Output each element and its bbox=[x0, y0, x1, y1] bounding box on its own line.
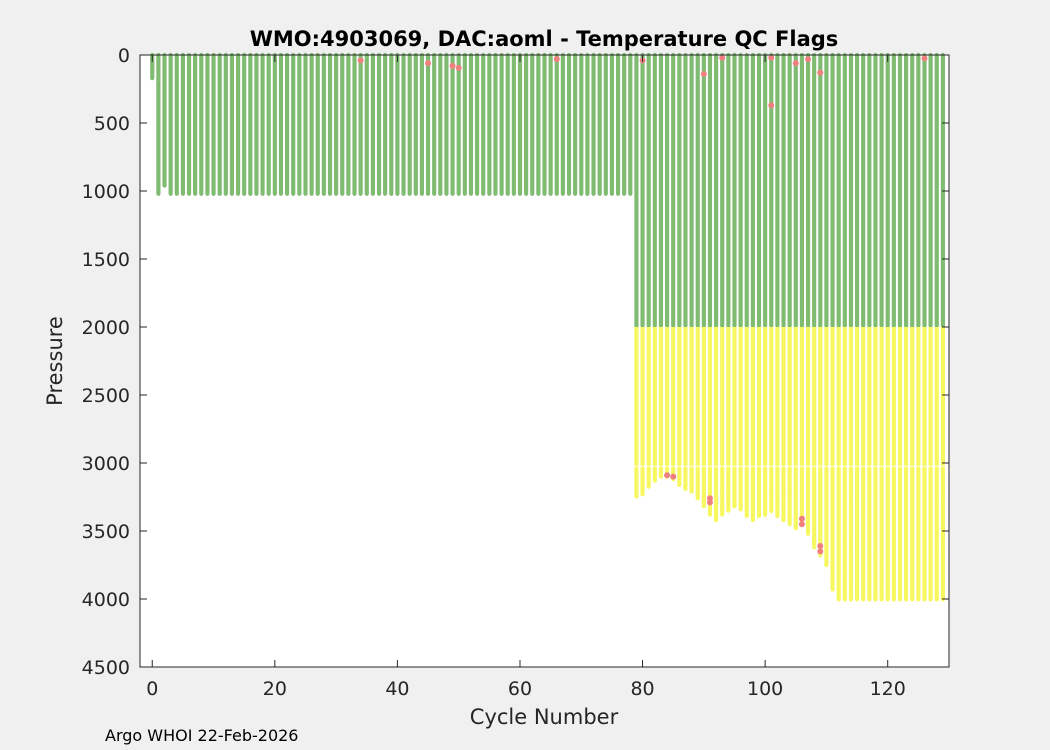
bad-flag-point-17 bbox=[706, 499, 713, 506]
x-tick-label-20: 20 bbox=[263, 678, 287, 700]
x-tick-label-0: 0 bbox=[146, 678, 158, 700]
bad-flag-point-6 bbox=[700, 71, 707, 78]
bad-flag-point-18 bbox=[798, 515, 805, 522]
y-tick-label-2500: 2500 bbox=[82, 385, 130, 407]
y-tick-label-4500: 4500 bbox=[82, 657, 130, 679]
y-tick-label-500: 500 bbox=[94, 113, 130, 135]
bad-flag-point-3 bbox=[455, 64, 462, 71]
footer-credit: Argo WHOI 22-Feb-2026 bbox=[105, 726, 298, 745]
bad-flag-point-4 bbox=[553, 56, 560, 63]
x-tick-label-100: 100 bbox=[747, 678, 783, 700]
axis-ticks: 0 20 40 60 80 100 120 0 500 1000 1500 2000 2500 3000 3… bbox=[82, 45, 949, 700]
bad-flag-point-20 bbox=[817, 542, 824, 549]
x-tick-label-120: 120 bbox=[870, 678, 906, 700]
bad-flag-point-21 bbox=[817, 548, 824, 555]
axes-frame bbox=[139, 54, 950, 668]
bad-flag-point-10 bbox=[792, 60, 799, 67]
y-axis-label: Pressure bbox=[43, 316, 67, 406]
bad-flag-point-13 bbox=[921, 55, 928, 62]
y-tick-label-3000: 3000 bbox=[82, 453, 130, 475]
bad-flag-point-15 bbox=[670, 473, 677, 480]
not-evaluated-flag-series bbox=[634, 327, 945, 603]
bad-flag-point-0 bbox=[357, 57, 364, 64]
y-tick-label-4000: 4000 bbox=[82, 589, 130, 611]
y-tick-label-1000: 1000 bbox=[82, 181, 130, 203]
bad-flag-point-2 bbox=[449, 62, 456, 69]
bad-flag-point-12 bbox=[817, 69, 824, 76]
bad-flag-point-9 bbox=[768, 102, 775, 109]
bad-flag-point-14 bbox=[664, 472, 671, 479]
bad-flag-series bbox=[357, 54, 928, 555]
y-tick-label-3500: 3500 bbox=[82, 521, 130, 543]
y-tick-label-0: 0 bbox=[118, 45, 130, 67]
y-tick-label-1500: 1500 bbox=[82, 249, 130, 271]
bad-flag-point-19 bbox=[798, 521, 805, 528]
bad-flag-point-11 bbox=[805, 56, 812, 63]
bad-flag-point-7 bbox=[719, 54, 726, 61]
x-tick-label-80: 80 bbox=[630, 678, 654, 700]
chart-title: WMO:4903069, DAC:aoml - Temperature QC F… bbox=[250, 27, 839, 51]
bad-flag-point-1 bbox=[425, 60, 432, 67]
x-tick-label-60: 60 bbox=[508, 678, 532, 700]
x-axis-label: Cycle Number bbox=[470, 705, 619, 729]
good-flag-series bbox=[150, 52, 945, 328]
y-tick-label-2000: 2000 bbox=[82, 317, 130, 339]
bad-flag-point-8 bbox=[768, 54, 775, 61]
x-tick-label-40: 40 bbox=[385, 678, 409, 700]
